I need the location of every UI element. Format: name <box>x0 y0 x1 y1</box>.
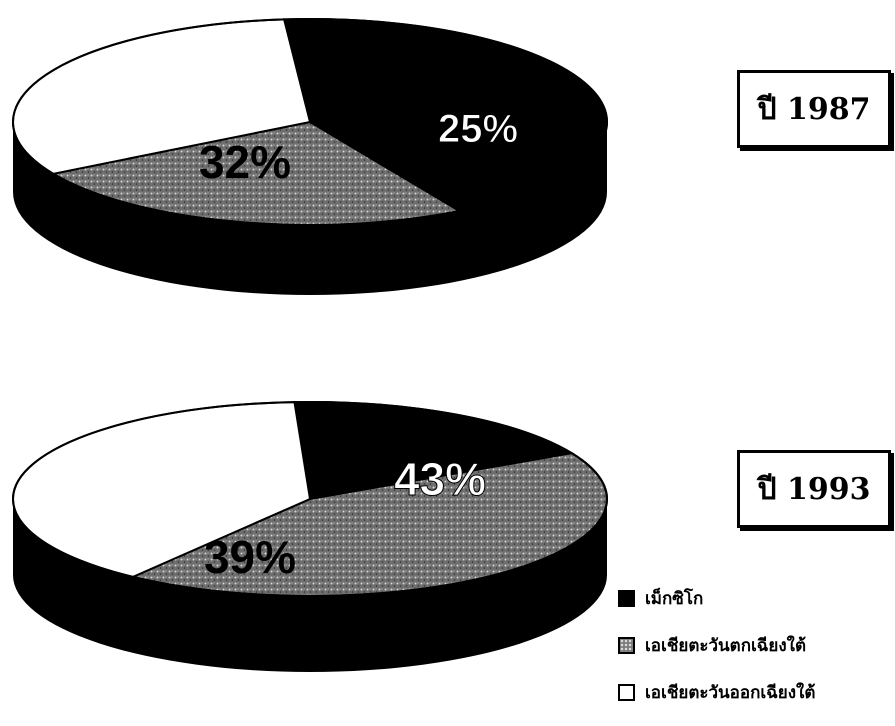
year-label-1993: ปี 1993 <box>737 450 891 528</box>
pie-side-wall <box>13 499 607 672</box>
legend-label: เอเชียตะวันตกเฉียงใต้ <box>645 635 806 656</box>
legend-swatch-black <box>618 589 635 607</box>
pie-1993: 43% 39% <box>12 401 608 672</box>
pie-data-label: 39% <box>204 531 296 583</box>
pie-data-label: 32% <box>199 136 291 188</box>
legend-item-southwest-asia: เอเชียตะวันตกเฉียงใต้ <box>618 632 893 658</box>
legend: เม็กซิโก เอเชียตะวันตกเฉียงใต้ เอเชียตะว… <box>618 585 893 726</box>
pie-side-wall <box>13 122 607 295</box>
pie-1987: 25% 32% <box>12 18 608 295</box>
pie-top-outline <box>12 18 608 226</box>
legend-label: เอเชียตะวันออกเฉียงใต้ <box>645 682 816 703</box>
legend-item-mexico: เม็กซิโก <box>618 585 893 611</box>
year-label-1987: ปี 1987 <box>737 70 891 148</box>
pie-data-label: 25% <box>438 107 518 151</box>
legend-swatch-white <box>618 683 635 701</box>
legend-item-southeast-asia: เอเชียตะวันออกเฉียงใต้ <box>618 679 893 705</box>
pie-top-outline <box>12 401 608 597</box>
legend-label: เม็กซิโก <box>645 588 704 609</box>
legend-swatch-gray <box>618 636 635 654</box>
pie-data-label: 43% <box>394 453 486 505</box>
